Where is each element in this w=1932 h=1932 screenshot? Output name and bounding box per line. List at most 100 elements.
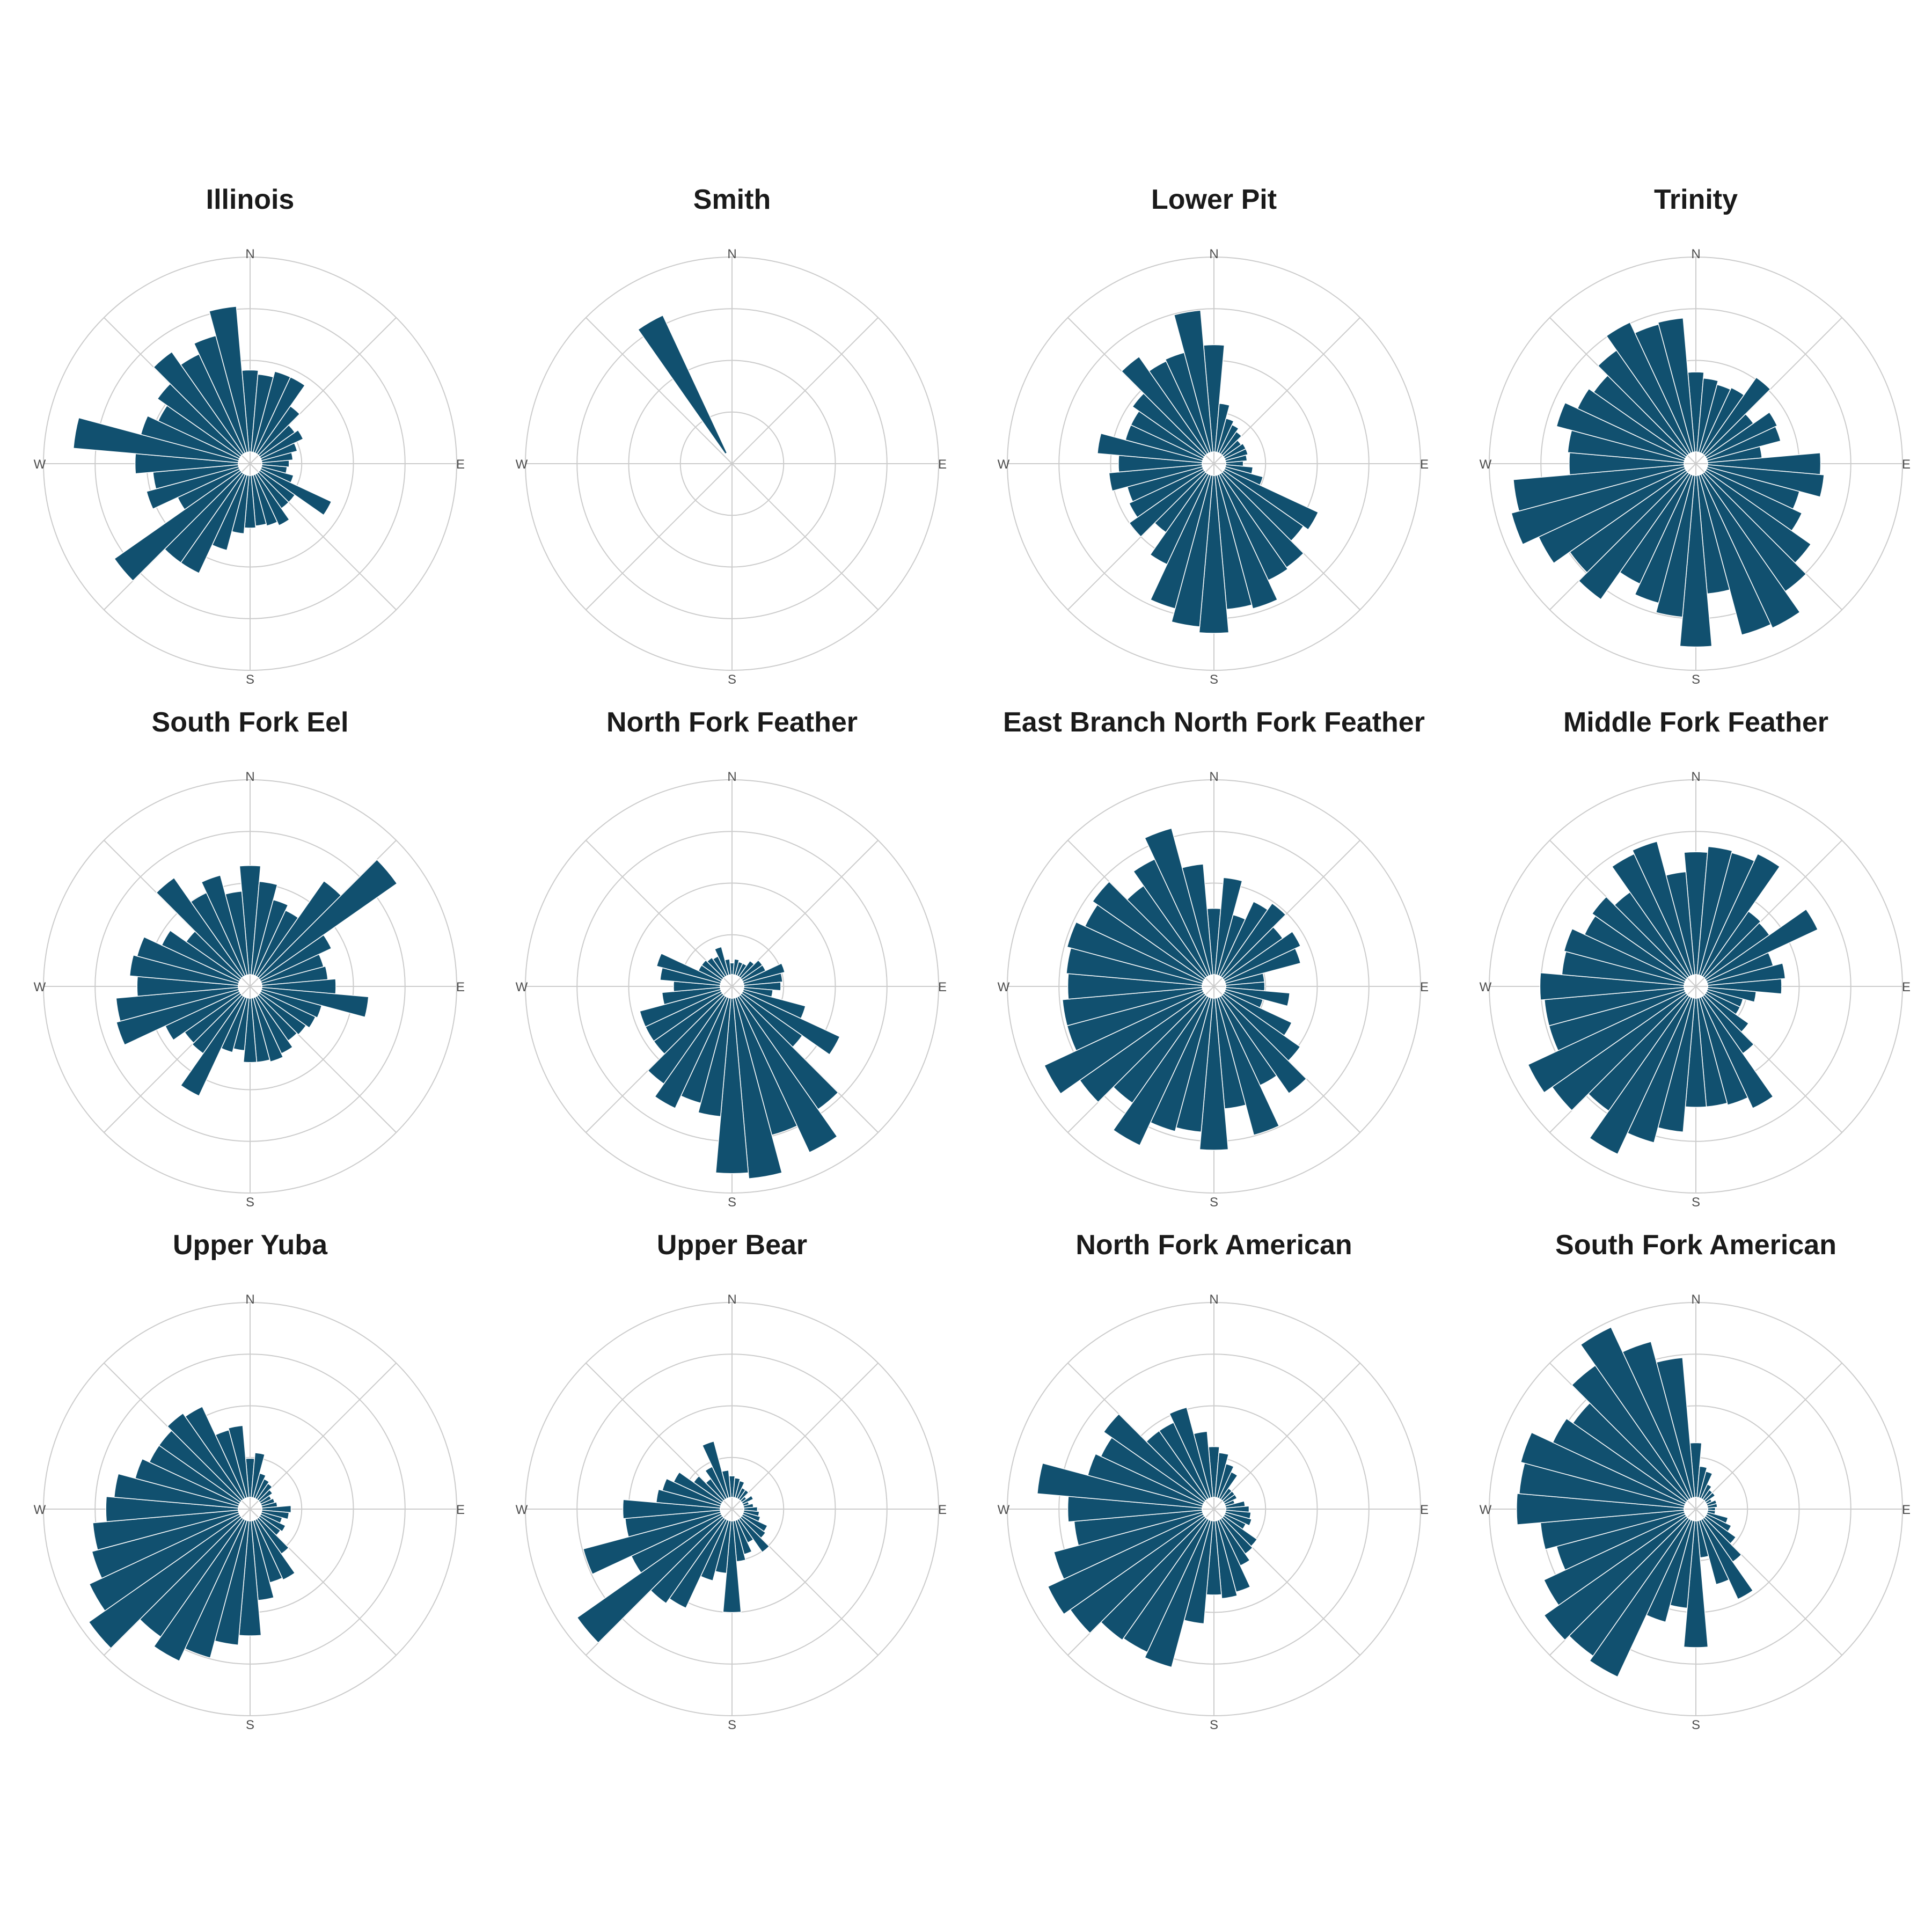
rose-bar (1203, 344, 1225, 452)
compass-label: E (1902, 980, 1911, 994)
grid-spoke (586, 317, 733, 464)
panel-title: East Branch North Fork Feather (1003, 707, 1425, 738)
rose-bar (656, 953, 722, 984)
compass-label: W (516, 1503, 528, 1517)
rose-bar (1216, 996, 1280, 1136)
rose-bar (1606, 321, 1692, 455)
rose-bar (134, 1458, 240, 1507)
rose-bar (738, 1489, 750, 1502)
compass-label: E (456, 457, 465, 472)
rose-bar (1223, 931, 1301, 982)
rose-bar (1687, 371, 1704, 452)
rose-bar (1578, 471, 1690, 600)
rose-bar (1707, 962, 1786, 986)
rose-bar (1121, 356, 1208, 456)
rose-bar (241, 369, 259, 452)
rose-bar (258, 992, 307, 1036)
rose-bar (254, 1478, 270, 1501)
grid-spoke (1213, 1363, 1360, 1510)
rose-bar (146, 466, 240, 510)
rose-panel: N E S W Illinois (34, 184, 465, 687)
rose-bar (724, 958, 731, 976)
rose-bar (251, 881, 278, 976)
rose-bar (260, 442, 298, 462)
rose-bar (1589, 1518, 1692, 1678)
rose-bar (1103, 1413, 1206, 1503)
rose-bar (259, 468, 332, 516)
rose-bar (1696, 846, 1733, 976)
grid-spoke (731, 1363, 879, 1510)
rose-bar (254, 376, 306, 455)
rose-bar (1679, 475, 1713, 648)
rose-panel: N E S W Lower Pit (998, 184, 1429, 687)
compass-label: S (246, 672, 254, 687)
panel-title: Upper Yuba (173, 1230, 328, 1261)
rose-bar (701, 1440, 730, 1499)
panel-title: South Fork American (1555, 1230, 1836, 1261)
compass-label: N (245, 770, 254, 784)
rose-bar (259, 429, 304, 459)
rose-bar (733, 958, 740, 976)
rose-bar (1702, 911, 1761, 979)
rose-bar (156, 877, 244, 979)
rose-bar (129, 954, 239, 986)
rose-bar (243, 998, 258, 1063)
rose-bar (180, 995, 246, 1097)
rose-bar (1700, 853, 1781, 978)
rose-bar (733, 1477, 741, 1498)
rose-bar (1223, 1494, 1238, 1505)
compass-label: E (1420, 980, 1429, 994)
rose-bar (256, 405, 301, 456)
rose-bar (261, 987, 369, 1018)
rose-bar (706, 957, 726, 979)
rose-bar (1655, 474, 1695, 618)
rose-bar (113, 1473, 239, 1509)
rose-bar (1144, 1519, 1212, 1668)
rose-bar (1181, 863, 1213, 976)
rose-bar (201, 875, 248, 977)
rose-bar (1150, 473, 1212, 610)
compass-label: N (1209, 770, 1218, 784)
rose-bar (252, 996, 284, 1063)
rose-bar (693, 1475, 724, 1503)
rose-bar (1092, 881, 1206, 980)
rose-bar (1128, 468, 1205, 518)
rose-bar (259, 991, 316, 1029)
rose-bar (1224, 1511, 1253, 1526)
rose-bar (1171, 474, 1213, 627)
rose-bar (115, 989, 240, 1046)
rose-bar (1563, 928, 1686, 984)
rose-bar (261, 459, 290, 468)
compass-label: S (1210, 672, 1218, 687)
rose-bar (1216, 418, 1234, 454)
rose-bar (1543, 1515, 1688, 1641)
rose-bar (258, 859, 398, 980)
rose-bar (1225, 987, 1291, 1007)
rose-bar (1698, 1519, 1730, 1585)
rose-bar (1683, 1520, 1709, 1648)
rose-bar (261, 1510, 290, 1520)
rose-bar (254, 472, 290, 526)
compass-label: W (34, 980, 46, 994)
grid-spoke (731, 463, 879, 610)
rose-bar (1698, 473, 1772, 636)
compass-label: E (938, 1503, 947, 1517)
rose-bar (1169, 1407, 1212, 1499)
rose-bar (1220, 903, 1286, 979)
rose-bar (1698, 1470, 1713, 1499)
rose-bar (1591, 896, 1688, 980)
rose-bar (115, 987, 239, 1022)
rose-bar (582, 1511, 722, 1575)
rose-bar (136, 936, 240, 984)
rose-bar (738, 1517, 770, 1553)
rose-bar (1224, 948, 1301, 984)
compass-label: S (728, 672, 736, 687)
rose-bar (1700, 1518, 1754, 1600)
compass-label: S (246, 1195, 254, 1210)
compass-label: S (728, 1195, 736, 1210)
rose-bar (261, 1505, 292, 1513)
rose-bar (1208, 1446, 1220, 1498)
grid-spoke (586, 463, 733, 610)
compass-label: E (456, 980, 465, 994)
rose-bar (259, 1513, 286, 1532)
